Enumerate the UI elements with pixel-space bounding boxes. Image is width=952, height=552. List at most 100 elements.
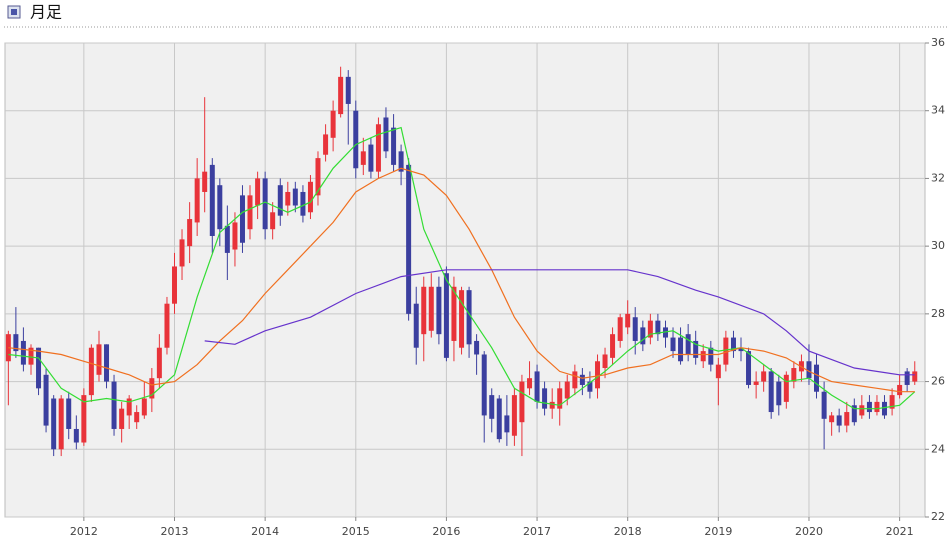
- candle-body: [224, 225, 230, 253]
- candle-body: [51, 398, 57, 450]
- y-tick-label: 22: [931, 510, 945, 523]
- candle-body: [640, 327, 646, 345]
- candle-body: [738, 347, 744, 352]
- candle-body: [874, 401, 880, 413]
- candle-body: [542, 388, 548, 409]
- x-tick-label: 2020: [795, 525, 823, 538]
- candle-body: [602, 354, 608, 369]
- y-tick-label: 36: [931, 36, 945, 49]
- candle-body: [851, 405, 857, 423]
- candle-body: [292, 188, 298, 206]
- candle-body: [459, 290, 465, 348]
- candle-body: [564, 381, 570, 399]
- candle-body: [315, 158, 321, 196]
- candle-body: [209, 164, 215, 236]
- candle-body: [496, 398, 502, 440]
- candle-body: [141, 398, 147, 416]
- candle-body: [579, 374, 585, 385]
- candle-body: [119, 408, 125, 429]
- candle-body: [300, 191, 306, 216]
- candle-body: [149, 378, 155, 399]
- candle-body: [746, 351, 752, 385]
- candle-body: [859, 405, 865, 416]
- candle-body: [897, 384, 903, 396]
- candle-body: [13, 334, 19, 352]
- candle-body: [391, 127, 397, 165]
- candle-body: [489, 395, 495, 419]
- candle-body: [36, 347, 42, 389]
- candle-body: [73, 428, 79, 443]
- candle-body: [889, 395, 895, 409]
- x-tick-label: 2021: [886, 525, 914, 538]
- candle-body: [353, 110, 359, 169]
- candle-body: [572, 371, 578, 389]
- candle-body: [28, 347, 34, 365]
- candle-body: [829, 415, 835, 423]
- title-icon-inner: [11, 9, 17, 15]
- candle-body: [164, 303, 170, 348]
- candle-body: [700, 351, 706, 362]
- x-tick-label: 2013: [160, 525, 188, 538]
- y-tick-label: 24: [931, 442, 945, 455]
- candle-body: [806, 361, 812, 379]
- candle-body: [881, 401, 887, 416]
- candle-body: [5, 334, 11, 362]
- candle-body: [723, 337, 729, 365]
- candle-body: [534, 371, 540, 402]
- candle-body: [844, 412, 850, 426]
- candle-body: [247, 195, 253, 230]
- candle-body: [375, 124, 381, 172]
- candle-body: [647, 320, 653, 338]
- candle-body: [436, 286, 442, 335]
- candle-body: [474, 340, 480, 355]
- candle-body: [836, 415, 842, 426]
- x-tick-label: 2014: [251, 525, 279, 538]
- candle-body: [443, 273, 449, 358]
- candle-body: [232, 222, 238, 250]
- candle-body: [678, 337, 684, 362]
- candle-body: [617, 317, 623, 341]
- candle-body: [285, 191, 291, 206]
- candle-body: [632, 317, 638, 341]
- candle-body: [587, 381, 593, 392]
- candle-body: [194, 178, 200, 223]
- candle-body: [187, 219, 193, 247]
- candle-body: [217, 185, 223, 230]
- candle-body: [625, 313, 631, 328]
- candle-body: [670, 337, 676, 352]
- candle-body: [821, 391, 827, 419]
- x-tick-label: 2019: [704, 525, 732, 538]
- candle-body: [126, 398, 132, 416]
- candle-body: [43, 374, 49, 426]
- candle-body: [761, 371, 767, 382]
- candle-body: [481, 354, 487, 416]
- candle-body: [791, 368, 797, 382]
- candle-body: [451, 286, 457, 341]
- candle-body: [655, 320, 661, 335]
- y-tick-label: 28: [931, 307, 945, 320]
- candle-body: [504, 415, 510, 433]
- candle-body: [330, 110, 336, 138]
- candle-body: [96, 344, 102, 375]
- candle-body: [20, 340, 26, 365]
- candle-body: [406, 164, 412, 314]
- candle-body: [156, 347, 162, 379]
- candle-body: [134, 412, 140, 423]
- moving-average-line: [8, 126, 916, 410]
- candle-body: [345, 76, 351, 104]
- candle-body: [88, 347, 94, 396]
- candle-body: [368, 144, 374, 172]
- x-tick-label: 2017: [523, 525, 551, 538]
- y-tick-label: 32: [931, 171, 945, 184]
- candle-body: [685, 334, 691, 355]
- candle-body: [277, 185, 283, 216]
- candle-body: [179, 239, 185, 267]
- candle-body: [595, 361, 601, 389]
- candle-body: [708, 347, 714, 365]
- x-tick-label: 2015: [342, 525, 370, 538]
- candle-body: [307, 181, 313, 213]
- candle-body: [904, 371, 910, 385]
- candle-body: [557, 388, 563, 409]
- candle-body: [519, 381, 525, 423]
